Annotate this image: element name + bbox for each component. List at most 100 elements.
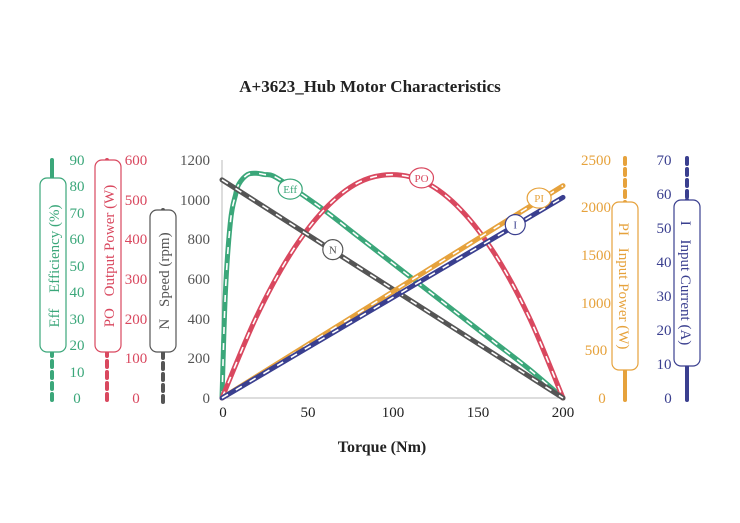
i-tick: 0	[664, 391, 672, 407]
n-axis-label-box	[149, 209, 177, 353]
series-layer	[219, 170, 566, 401]
callout-i: I	[504, 214, 526, 236]
callout-eff: Eff	[277, 178, 303, 200]
n-axis-label: N Speed (rpm)	[157, 232, 173, 329]
pi-tick: 2500	[581, 153, 611, 169]
po-axis-name: Output Power (W)	[102, 185, 118, 297]
x-axis-title: Torque (Nm)	[338, 439, 426, 456]
eff-tick: 0	[73, 391, 81, 407]
series-po	[219, 172, 566, 401]
eff-axis-ticks: 90 80 70 60 50 40 30 20 10 0	[70, 153, 85, 407]
eff-tick: 30	[70, 312, 85, 328]
callout-i-circle	[504, 214, 526, 236]
po-tick: 0	[132, 391, 140, 407]
po-tick: 300	[125, 272, 148, 288]
po-tick: 100	[125, 351, 148, 367]
callout-pi: PI	[526, 187, 552, 209]
callout-po-circle	[408, 167, 435, 189]
series-i	[219, 194, 566, 401]
pi-tick: 500	[585, 343, 608, 359]
eff-axis-label: Eff Efficiency (%)	[47, 204, 63, 327]
i-tick: 20	[657, 323, 672, 339]
eff-tick: 80	[70, 179, 85, 195]
series-po-stripe	[221, 173, 564, 399]
n-tick: 200	[188, 351, 211, 367]
pi-axis-label-box	[611, 201, 639, 371]
x-tick-50: 50	[301, 405, 316, 421]
callout-eff-label: Eff	[283, 184, 297, 196]
callout-po-label: PO	[414, 173, 428, 185]
callout-layer: Eff PO N PI I	[277, 167, 552, 261]
i-tick: 70	[657, 153, 672, 169]
n-axis-name: Speed (rpm)	[157, 232, 173, 307]
i-tick: 60	[657, 187, 672, 203]
po-tick: 600	[125, 153, 148, 169]
x-axis-ticks: 0 50 100 150 200	[219, 405, 574, 421]
x-tick-200: 200	[552, 405, 575, 421]
i-tick: 10	[657, 357, 672, 373]
n-axis-ticks: 1200 1000 800 600 400 200 0	[180, 153, 210, 407]
i-axis-name: Input Current (A)	[677, 239, 693, 345]
eff-tick: 90	[70, 153, 85, 169]
i-tick: 30	[657, 289, 672, 305]
eff-axis-label-box	[39, 177, 67, 353]
pi-axis: PI Input Power (W) 2500 2000 1500 1000 5…	[581, 153, 639, 407]
callout-n-label: N	[329, 245, 337, 257]
pi-axis-name: Input Power (W)	[615, 248, 631, 350]
n-tick: 600	[188, 272, 211, 288]
i-axis-label: I Input Current (A)	[677, 221, 693, 346]
eff-tick: 40	[70, 285, 85, 301]
po-axis: PO Output Power (W) 600 500 400 300 200 …	[94, 153, 148, 407]
n-tick: 800	[188, 232, 211, 248]
n-tick: 0	[203, 391, 211, 407]
callout-i-label: I	[513, 220, 517, 232]
po-tick: 200	[125, 312, 148, 328]
n-tick: 400	[188, 312, 211, 328]
i-tick: 50	[657, 221, 672, 237]
n-axis: N Speed (rpm) 1200 1000 800 600 400 200 …	[149, 153, 210, 407]
x-tick-100: 100	[382, 405, 405, 421]
pi-axis-label: PI Input Power (W)	[615, 223, 631, 350]
eff-tick: 60	[70, 232, 85, 248]
i-axis: I Input Current (A) 70 60 50 40 30 20 10…	[657, 153, 701, 407]
po-axis-label: PO Output Power (W)	[102, 185, 118, 328]
pi-axis-short: PI	[615, 223, 631, 236]
series-eff-stripe	[221, 172, 564, 399]
i-axis-ticks: 70 60 50 40 30 20 10 0	[657, 153, 672, 407]
po-axis-ticks: 600 500 400 300 200 100 0	[125, 153, 148, 407]
callout-pi-circle	[526, 187, 552, 209]
eff-axis: Eff Efficiency (%) 90 80 70 60 50 40 30 …	[39, 153, 85, 407]
x-tick-150: 150	[467, 405, 490, 421]
n-tick: 1000	[180, 193, 210, 209]
i-axis-label-box	[673, 199, 701, 367]
series-i-stripe	[221, 196, 564, 399]
pi-tick: 1500	[581, 248, 611, 264]
pi-tick: 0	[598, 391, 606, 407]
eff-tick: 10	[70, 365, 85, 381]
i-tick: 40	[657, 255, 672, 271]
po-tick: 500	[125, 193, 148, 209]
i-axis-short: I	[677, 221, 693, 226]
po-axis-short: PO	[102, 308, 118, 327]
pi-tick: 2000	[581, 200, 611, 216]
n-tick: 1200	[180, 153, 210, 169]
callout-eff-circle	[277, 178, 303, 200]
eff-tick: 50	[70, 259, 85, 275]
po-axis-label-box	[94, 159, 122, 353]
eff-axis-short: Eff	[47, 309, 63, 328]
pi-tick: 1000	[581, 296, 611, 312]
callout-n-circle	[322, 239, 344, 261]
series-n-stripe	[221, 179, 564, 399]
callout-n: N	[322, 239, 344, 261]
eff-tick: 20	[70, 338, 85, 354]
po-tick: 400	[125, 232, 148, 248]
x-tick-0: 0	[219, 405, 227, 421]
callout-pi-label: PI	[534, 193, 544, 205]
series-eff	[219, 170, 566, 401]
callout-po: PO	[408, 167, 435, 189]
pi-axis-ticks: 2500 2000 1500 1000 500 0	[581, 153, 611, 407]
eff-axis-name: Efficiency (%)	[47, 204, 63, 292]
eff-tick: 70	[70, 206, 85, 222]
n-axis-short: N	[157, 319, 173, 330]
